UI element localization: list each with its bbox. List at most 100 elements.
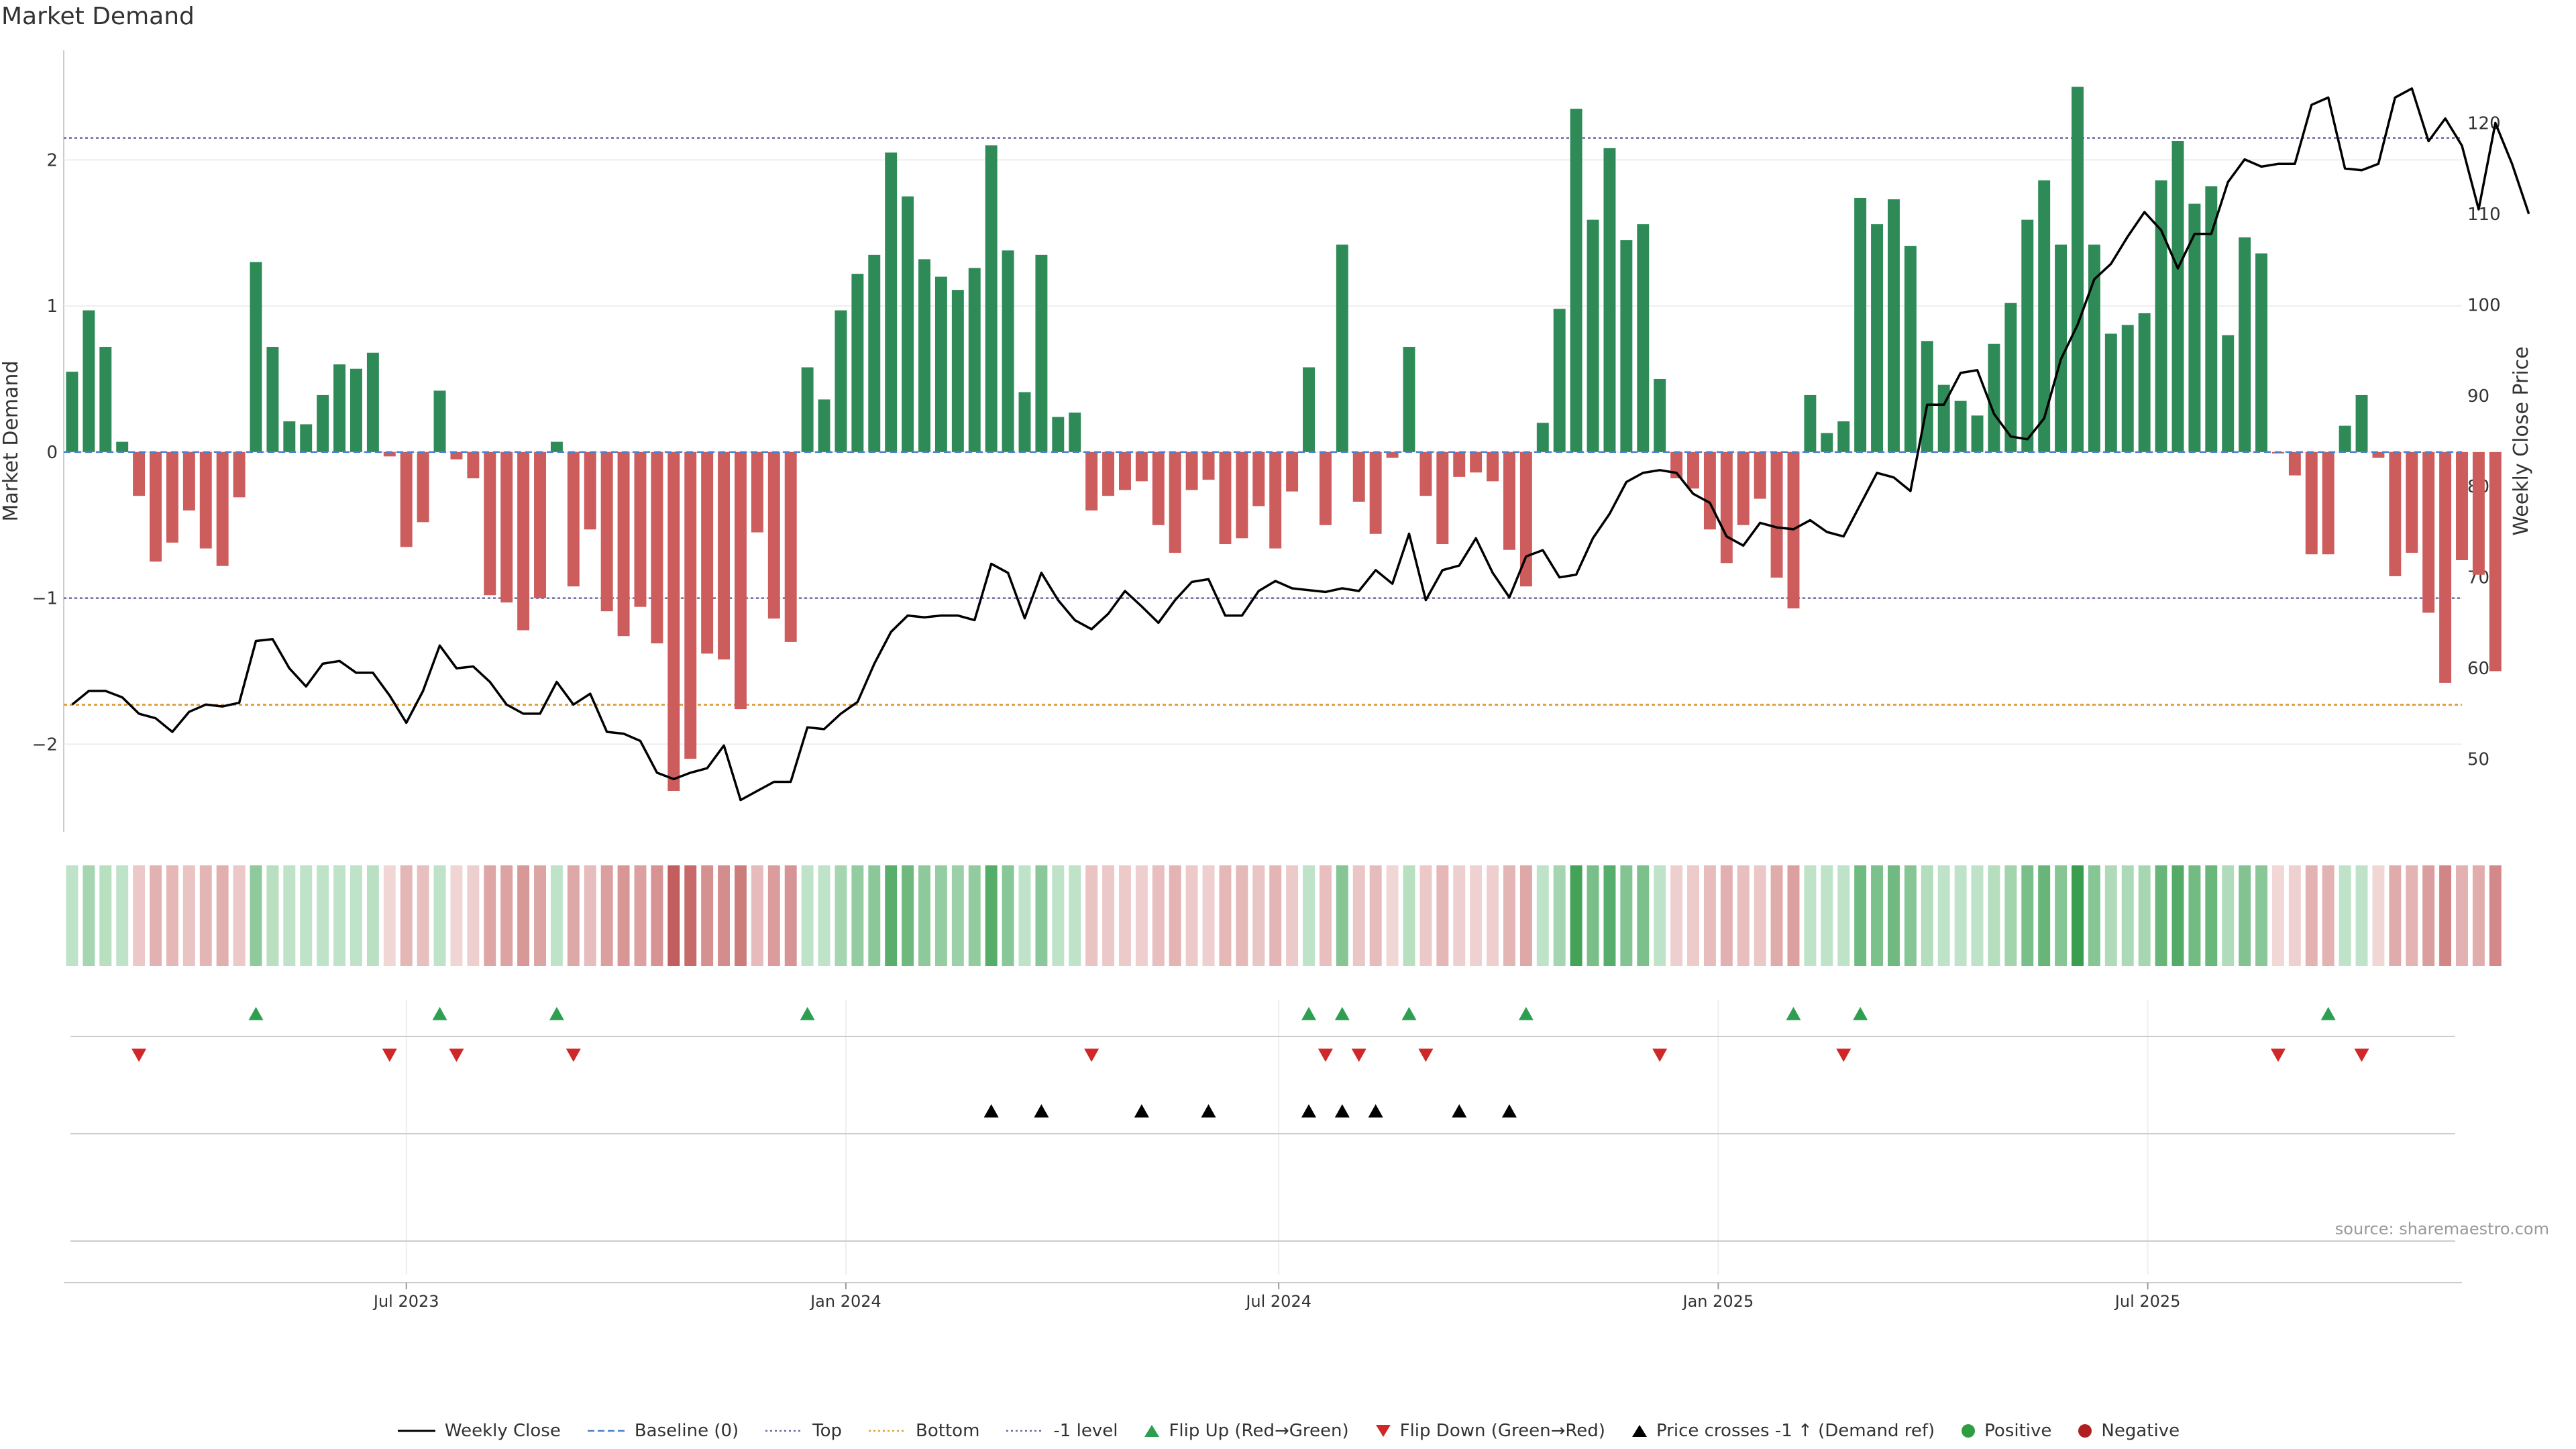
heat-cell [2389, 865, 2402, 966]
demand-bar [1119, 451, 1131, 490]
demand-bar [2288, 451, 2301, 476]
flip-down-marker [1418, 1049, 1434, 1062]
legend-label: -1 level [1053, 1421, 1118, 1441]
demand-bar [1169, 451, 1181, 553]
heat-cell [684, 865, 697, 966]
heat-cell [300, 865, 313, 966]
heat-cell [1837, 865, 1850, 966]
legend-label: Price crosses -1 ↑ (Demand ref) [1656, 1421, 1935, 1441]
demand-bar [902, 196, 914, 452]
heat-cell [968, 865, 981, 966]
demand-bar [317, 394, 329, 452]
demand-bar [2138, 313, 2151, 452]
heat-cell [99, 865, 112, 966]
heat-cell [1519, 865, 1532, 966]
heat-cell [1587, 865, 1599, 966]
heat-cell [767, 865, 780, 966]
heat-cell [1553, 865, 1566, 966]
heat-cell [1804, 865, 1817, 966]
demand-bar [1754, 451, 1766, 499]
demand-bar [2472, 451, 2485, 575]
heat-cell [1954, 865, 1967, 966]
heat-cell [2271, 865, 2284, 966]
heat-cell [450, 865, 463, 966]
y-tick-label: 0 [46, 443, 58, 463]
heat-cell [718, 865, 731, 966]
demand-bar [1069, 413, 1081, 452]
demand-bar [1369, 451, 1382, 534]
legend-item: Top [764, 1421, 842, 1441]
demand-bar [300, 424, 313, 452]
y-tick-label: 2 [46, 150, 58, 170]
flip-down-marker [1084, 1049, 1099, 1062]
heat-cell [1252, 865, 1265, 966]
demand-bar [1519, 451, 1532, 587]
demand-bar [2088, 244, 2100, 452]
heat-cell [250, 865, 262, 966]
heat-cell [433, 865, 446, 966]
demand-bar [2422, 451, 2435, 613]
heat-cell [182, 865, 195, 966]
demand-bar [1219, 451, 1232, 545]
demand-bar [684, 451, 697, 759]
flip-down-marker [1652, 1049, 1668, 1062]
flip-up-marker [248, 1007, 264, 1020]
flip-down-marker [382, 1049, 397, 1062]
demand-bar [2021, 219, 2034, 452]
demand-bar [83, 310, 95, 452]
demand-bar [1570, 109, 1582, 452]
demand-bar [1018, 392, 1031, 452]
legend-item: Baseline (0) [586, 1421, 739, 1441]
demand-bar [2155, 180, 2167, 452]
heat-cell [1503, 865, 1515, 966]
heat-cell [868, 865, 881, 966]
heat-cell [1620, 865, 1633, 966]
demand-bar [1587, 219, 1599, 452]
flip-up-marker [549, 1007, 564, 1020]
demand-bar [550, 441, 563, 452]
heat-cell [1236, 865, 1248, 966]
heat-cell [1152, 865, 1165, 966]
heat-cell [1703, 865, 1716, 966]
price-cross-marker [1334, 1104, 1350, 1118]
flip-up-marker [1401, 1007, 1417, 1020]
demand-bar [1252, 451, 1265, 506]
legend-symbol-icon [397, 1430, 435, 1432]
demand-bar [1152, 451, 1165, 525]
source-credit: source: sharemaestro.com [2334, 1220, 2549, 1238]
heat-cell [735, 865, 747, 966]
heat-cell [216, 865, 229, 966]
heat-cell [1419, 865, 1432, 966]
legend-symbol-icon [2078, 1424, 2092, 1438]
legend-symbol-icon [1962, 1424, 1976, 1438]
demand-bar [1536, 423, 1549, 452]
demand-bar [433, 390, 446, 452]
demand-bar [1052, 417, 1065, 452]
heat-cell [366, 865, 379, 966]
chart-title: Market Demand [1, 3, 195, 30]
demand-bar [1135, 451, 1148, 482]
demand-bar [1503, 451, 1515, 550]
demand-bar [266, 347, 279, 452]
demand-bar [1102, 451, 1115, 496]
demand-bar [951, 290, 964, 452]
legend-item: Weekly Close [396, 1421, 561, 1441]
demand-bar [1887, 199, 1900, 452]
demand-bar [1352, 451, 1365, 502]
heat-cell [651, 865, 663, 966]
demand-bar [767, 451, 780, 619]
heat-cell [1637, 865, 1650, 966]
demand-bar [2255, 253, 2268, 452]
demand-bar [250, 262, 262, 452]
demand-bar [1654, 378, 1666, 452]
heat-cell [1670, 865, 1683, 966]
demand-bar [934, 276, 947, 452]
heat-cell [2171, 865, 2184, 966]
heat-cell [484, 865, 496, 966]
demand-bar [2171, 141, 2184, 452]
legend-label: Baseline (0) [634, 1421, 739, 1441]
heat-cell [83, 865, 95, 966]
heat-cell [801, 865, 814, 966]
legend-symbol-icon [1631, 1425, 1647, 1437]
price-cross-marker [1452, 1104, 1467, 1118]
